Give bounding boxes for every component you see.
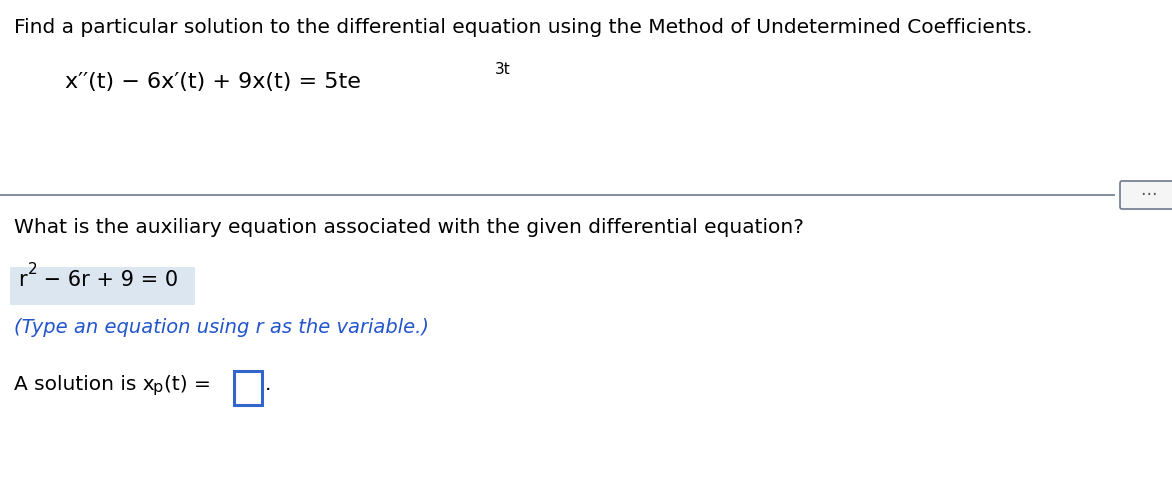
Text: − 6r + 9 = 0: − 6r + 9 = 0 xyxy=(38,270,178,290)
Text: Find a particular solution to the differential equation using the Method of Unde: Find a particular solution to the differ… xyxy=(14,18,1033,37)
Text: (t) =: (t) = xyxy=(164,375,211,394)
FancyBboxPatch shape xyxy=(234,371,263,405)
Text: A solution is x: A solution is x xyxy=(14,375,155,394)
Text: (Type an equation using r as the variable.): (Type an equation using r as the variabl… xyxy=(14,318,429,337)
Text: 3t: 3t xyxy=(495,62,511,77)
Text: 2: 2 xyxy=(28,262,38,277)
Text: What is the auxiliary equation associated with the given differential equation?: What is the auxiliary equation associate… xyxy=(14,218,804,237)
Text: r: r xyxy=(18,270,27,290)
Text: ⋯: ⋯ xyxy=(1139,185,1157,203)
FancyBboxPatch shape xyxy=(11,267,195,305)
Text: .: . xyxy=(265,375,272,394)
FancyBboxPatch shape xyxy=(1120,181,1172,209)
Text: x′′(t) − 6x′(t) + 9x(t) = 5te: x′′(t) − 6x′(t) + 9x(t) = 5te xyxy=(64,72,361,92)
Text: p: p xyxy=(152,380,162,395)
